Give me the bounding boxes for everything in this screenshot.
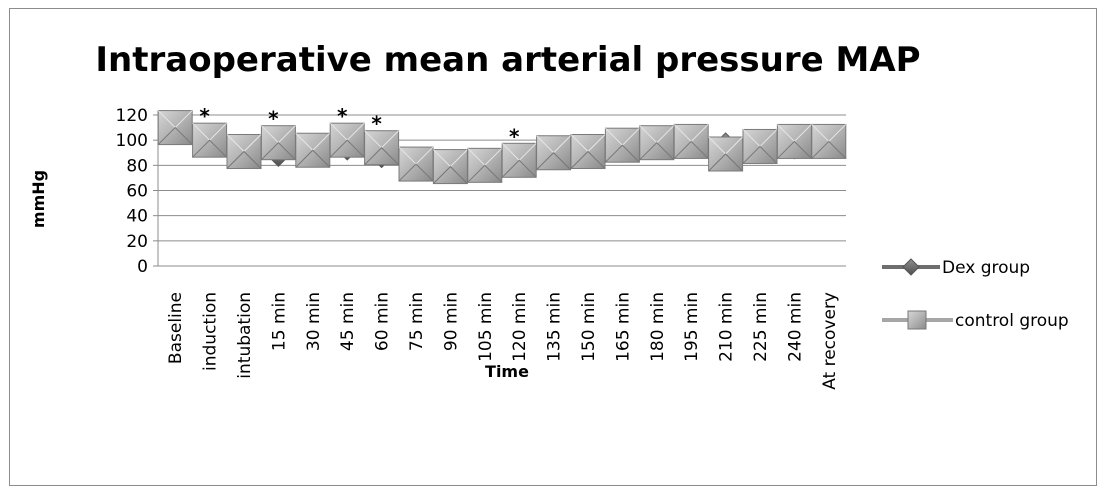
control-square-point — [570, 133, 606, 169]
significance-markers: * * * * * — [199, 104, 520, 148]
legend: Dex group control group — [882, 258, 1069, 331]
y-tick-label: 120 — [116, 106, 148, 126]
significance-star: * — [509, 124, 520, 148]
legend-diamond-icon — [902, 258, 920, 276]
x-tick-label: 105 min — [476, 292, 496, 362]
x-tick-label: 75 min — [407, 292, 427, 351]
control-square-point — [501, 142, 537, 178]
x-tick-label: 240 min — [785, 292, 805, 362]
chart-title: Intraoperative mean arterial pressure MA… — [95, 40, 920, 80]
control-square-point — [467, 147, 503, 183]
control-square-point — [639, 125, 675, 161]
control-square-point — [536, 135, 572, 171]
control-square-point — [604, 127, 640, 163]
x-tick-label: 90 min — [441, 292, 461, 351]
significance-star: * — [268, 107, 279, 131]
control-square-point — [811, 123, 847, 159]
x-tick-label: 210 min — [717, 292, 737, 362]
legend-item-dex: Dex group — [882, 258, 1030, 278]
x-axis-title: Time — [485, 362, 529, 381]
control-square-point — [364, 130, 400, 166]
x-tick-label: 120 min — [510, 292, 530, 362]
control-square-point — [398, 146, 434, 182]
legend-label-control: control group — [955, 311, 1069, 331]
x-tick-label: 225 min — [751, 292, 771, 362]
control-square-point — [329, 122, 365, 158]
control-square-point — [192, 122, 228, 158]
x-tick-label: 15 min — [269, 292, 289, 351]
y-tick-labels: 0 20 40 60 80 100 120 — [116, 106, 148, 277]
legend-item-control: control group — [882, 310, 1069, 331]
x-tick-label: 60 min — [373, 292, 393, 351]
y-tick-label: 40 — [126, 207, 148, 227]
control-square-point — [226, 133, 262, 169]
x-tick-label: At recovery — [820, 292, 840, 390]
control-square-point — [432, 149, 468, 185]
y-tick-label: 80 — [126, 156, 148, 176]
control-square-point — [295, 132, 331, 168]
legend-square-icon — [907, 310, 927, 330]
x-tick-label: 135 min — [545, 292, 565, 362]
y-tick-label: 20 — [126, 232, 148, 252]
control-square-point — [673, 123, 709, 159]
y-axis-title: mmHg — [29, 170, 48, 228]
x-tick-label: induction — [201, 292, 221, 371]
x-tick-label: intubation — [235, 292, 255, 379]
chart-frame: Intraoperative mean arterial pressure MA… — [9, 8, 1097, 486]
x-tick-labels: Baseline induction intubation 15 min 30 min 4… — [166, 292, 840, 390]
chart-svg: Intraoperative mean arterial pressure MA… — [29, 40, 1069, 390]
x-tick-label: Baseline — [166, 292, 186, 364]
x-tick-label: 30 min — [304, 292, 324, 351]
control-square-point — [260, 125, 296, 161]
control-square-point — [157, 110, 193, 146]
control-square-point — [708, 136, 744, 172]
significance-star: * — [199, 104, 210, 128]
y-tick-label: 0 — [137, 257, 148, 277]
x-tick-label: 165 min — [613, 292, 633, 362]
x-tick-label: 180 min — [648, 292, 668, 362]
y-tick-label: 100 — [116, 131, 148, 151]
x-tick-label: 195 min — [682, 292, 702, 362]
significance-star: * — [337, 104, 348, 128]
legend-label-dex: Dex group — [942, 258, 1030, 278]
significance-star: * — [371, 112, 382, 136]
y-tick-label: 60 — [126, 182, 148, 202]
control-square-point — [742, 128, 778, 164]
x-tick-label: 45 min — [338, 292, 358, 351]
series-markers — [157, 110, 847, 185]
control-square-point — [776, 123, 812, 159]
x-tick-label: 150 min — [579, 292, 599, 362]
